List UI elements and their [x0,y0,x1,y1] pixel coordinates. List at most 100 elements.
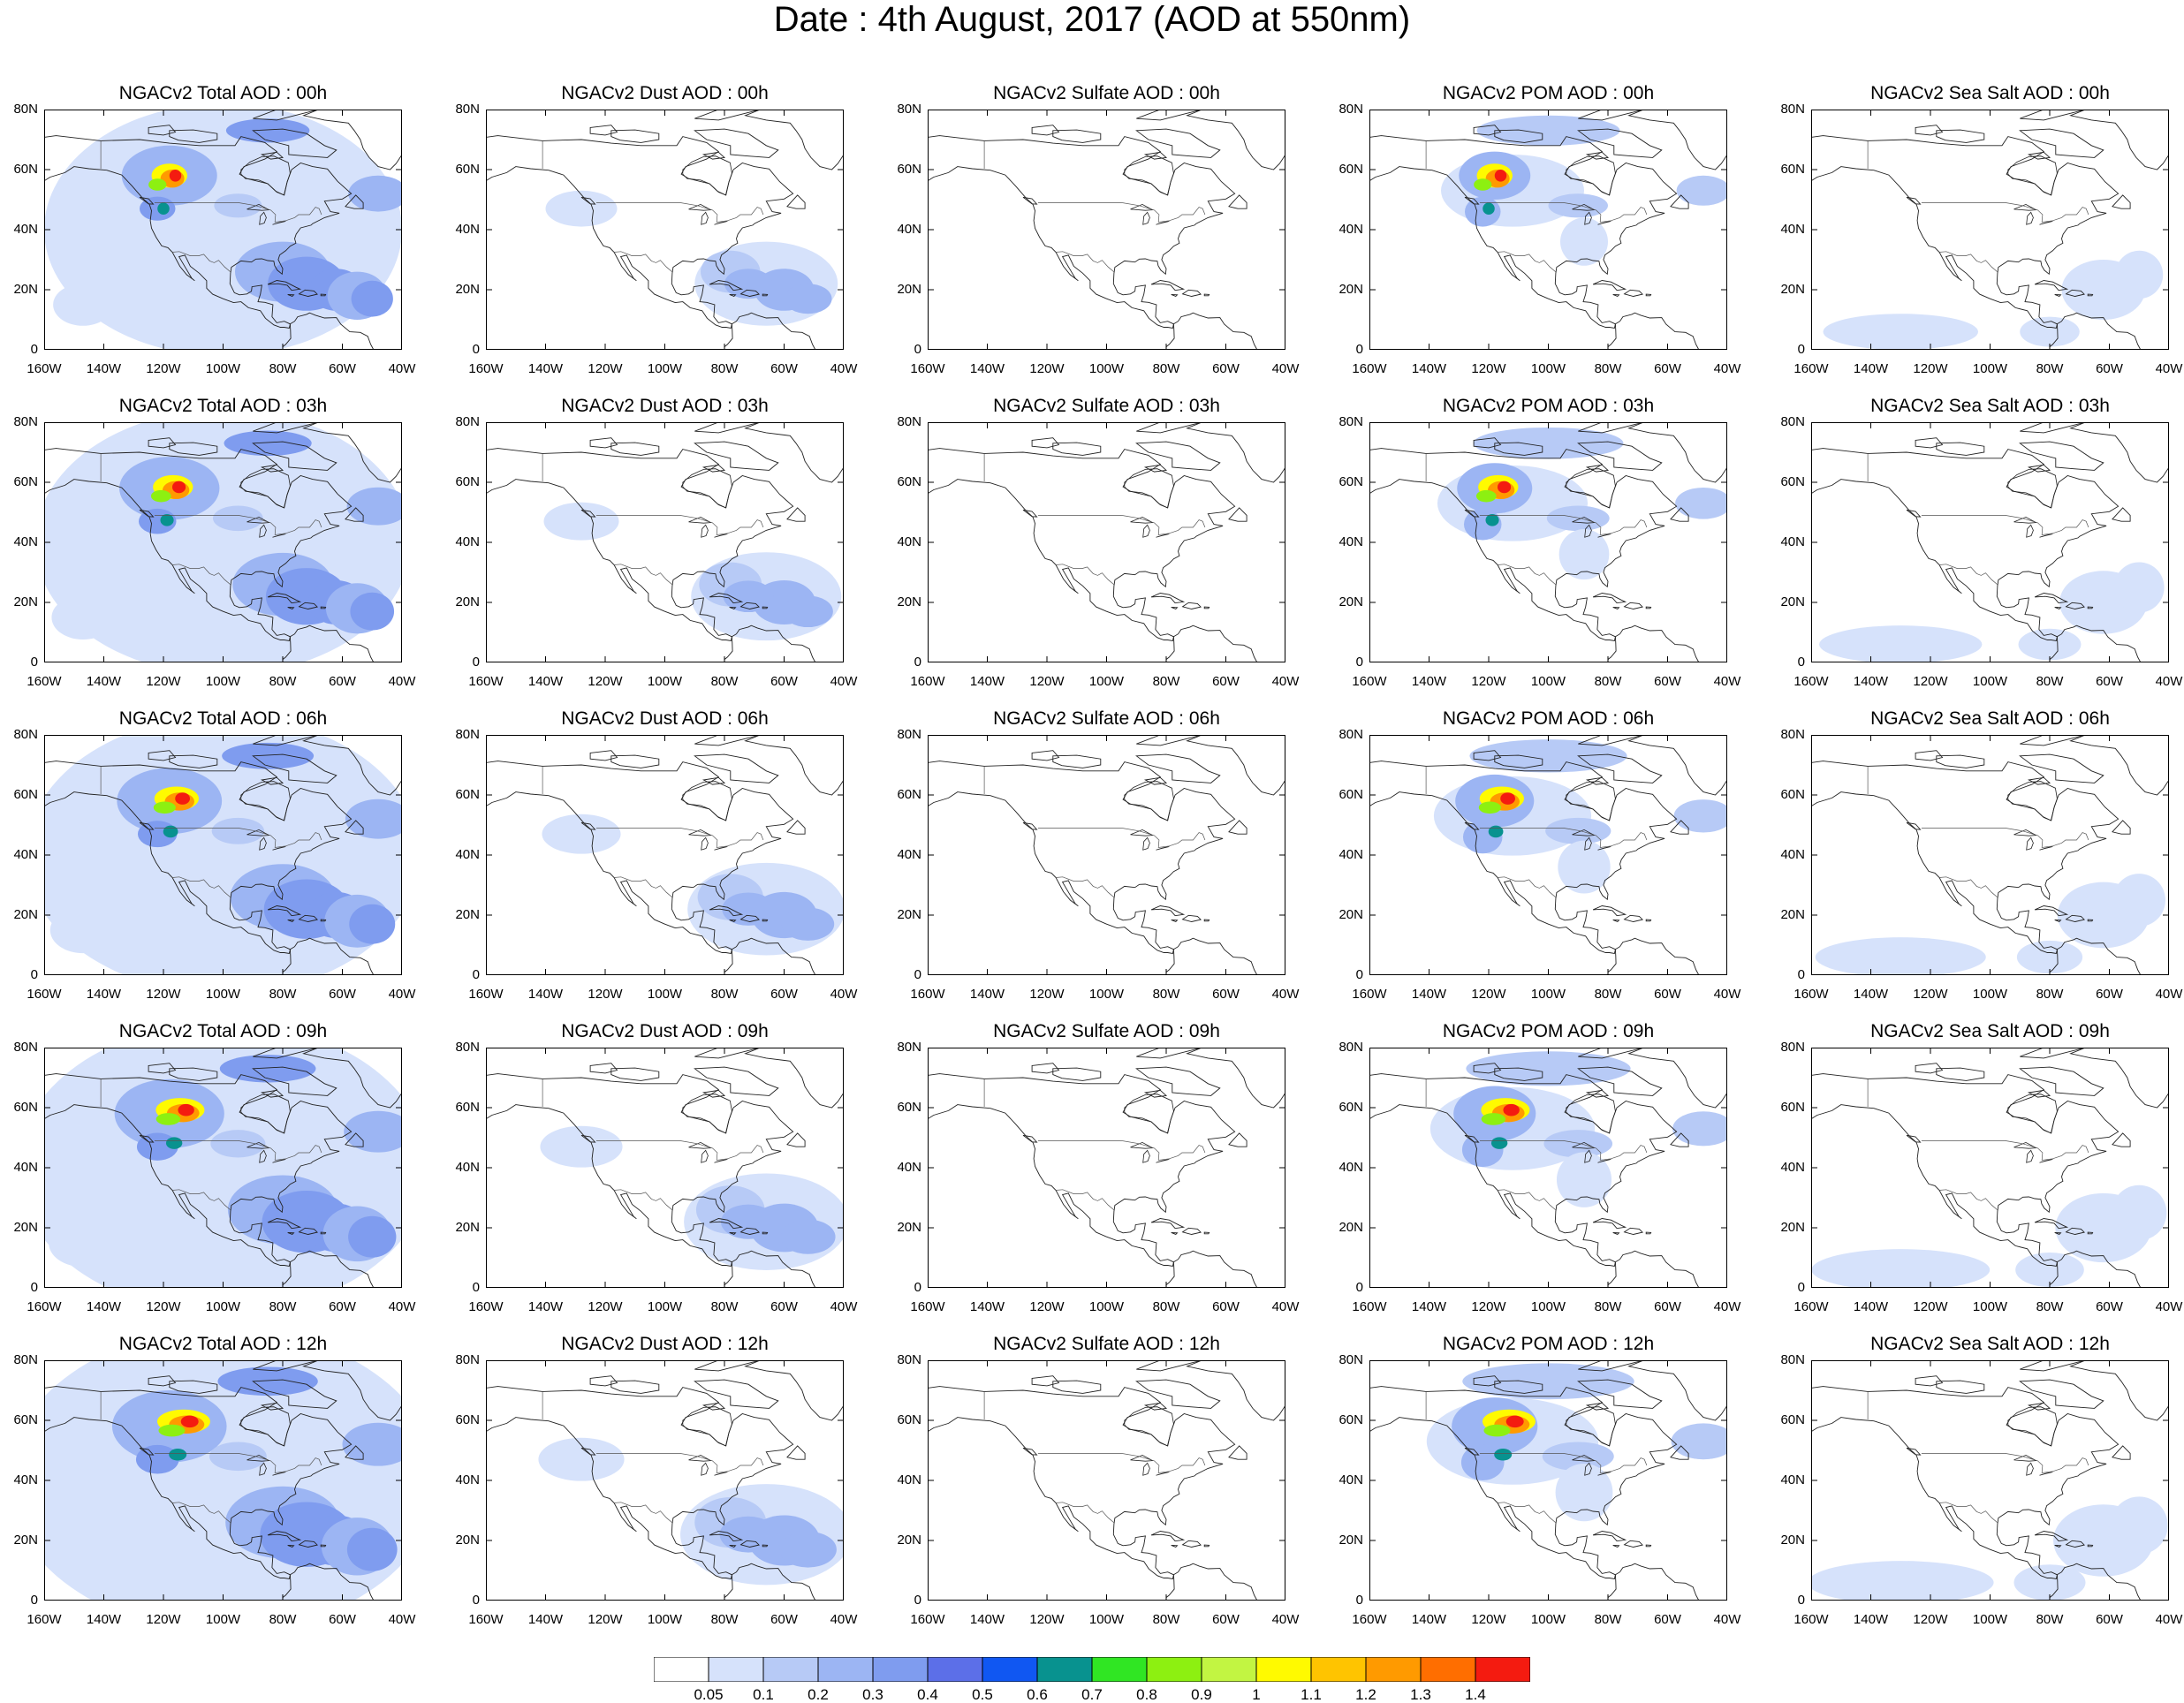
lat-tick-label: 20N [455,907,480,922]
aod-shading [2112,1185,2167,1241]
lat-tick-label: 40N [897,222,921,237]
aod-shading [1545,817,1611,844]
panel-title: NGACv2 Dust AOD : 12h [561,1334,769,1354]
coastline [701,524,709,538]
coastline [1494,754,1543,768]
lon-tick-label: 100W [205,1612,241,1627]
coastline [1607,1563,1701,1601]
aod-shading [348,175,402,212]
map-panel [486,735,844,975]
lat-tick-label: 0 [914,1593,921,1608]
smoke-plume [1478,801,1501,814]
coastline [2034,1531,2069,1542]
national-border [613,564,673,586]
map-panel [1369,1048,1727,1288]
map-panel [1369,735,1727,975]
coastline [1612,293,1620,298]
lon-tick-label: 120W [588,674,623,689]
lon-tick-label: 140W [1411,1612,1447,1627]
coastline [1670,194,1689,209]
national-border [1497,564,1557,586]
coastline [1584,836,1592,851]
coastline [345,194,364,209]
national-border [595,202,764,223]
lon-tick-label: 80W [2036,361,2064,376]
lon-tick-label: 40W [1713,987,1741,1002]
panel-title: NGACv2 POM AOD : 00h [1442,83,1655,103]
aod-shading [224,430,312,457]
coastline [1612,919,1620,923]
coastline [1936,129,1985,143]
coastline [1171,606,1179,610]
coastline [1597,1472,1611,1476]
lon-tick-label: 120W [588,361,623,376]
coastline [1136,735,1202,746]
coastline [1584,1149,1592,1163]
coastline [694,1379,779,1409]
lon-tick-label: 100W [1530,1299,1566,1314]
coastline [1130,516,1154,524]
colorbar-box [1036,1657,1093,1682]
lon-tick-label: 120W [1913,674,1948,689]
aod-shading [1819,625,1983,662]
coastline [1228,194,1247,209]
coastline [1566,781,1616,821]
map-panel [928,422,1285,662]
coastline [298,1227,318,1235]
coastline [1577,1066,1663,1096]
aod-shading [538,1437,625,1481]
aod-shading [720,1204,777,1239]
lon-tick-label: 40W [1713,1299,1741,1314]
coastline [1150,1218,1186,1230]
colorbar-box [1201,1657,1257,1682]
lat-tick-label: 0 [472,967,480,982]
lon-tick-label: 60W [329,361,356,376]
coastline [320,1544,327,1548]
lon-tick-label: 120W [1913,361,1948,376]
lat-tick-label: 60N [1780,1412,1805,1427]
lat-tick-label: 80N [897,1352,921,1367]
lon-tick-label: 40W [830,1299,858,1314]
coastline [694,441,779,471]
coastline [744,1360,844,1421]
coastline [2112,507,2131,522]
coastline [589,437,618,449]
lon-tick-label: 80W [269,674,297,689]
lat-tick-label: 60N [897,474,921,489]
aod-shading [2113,562,2165,613]
panel-title: NGACv2 Sulfate AOD : 06h [993,708,1220,729]
lon-tick-label: 140W [1853,1612,1889,1627]
coastline [1670,507,1689,522]
coastline [688,1454,712,1462]
coastline [2034,905,2069,917]
coastline [2112,1445,2131,1460]
panel-title: NGACv2 POM AOD : 03h [1442,396,1655,416]
coastline [1585,151,1610,160]
map-panel [928,735,1285,975]
lat-tick-label: 20N [1780,594,1805,609]
coastline [1645,606,1652,609]
lat-tick-label: 0 [1355,1593,1363,1608]
colorbar-label: 1 [1252,1686,1261,1703]
coastline [240,1406,291,1447]
lon-tick-label: 40W [2155,1299,2183,1314]
lon-tick-label: 140W [1411,361,1447,376]
coastline [2054,606,2062,610]
lon-tick-label: 100W [205,987,241,1002]
smoke-plume [148,178,167,191]
coastline [272,221,286,225]
smoke-plume [1474,178,1492,191]
national-border [1497,876,1557,898]
panel-title: NGACv2 Dust AOD : 06h [561,708,769,729]
panel-title: NGACv2 Dust AOD : 03h [561,396,769,416]
lat-tick-label: 80N [897,414,921,429]
coastline [928,761,1236,955]
coastline [1597,221,1611,225]
coastline [1124,1094,1174,1134]
coastline [610,1380,660,1394]
coastline [1136,110,1202,121]
coastline [298,914,318,922]
lon-tick-label: 40W [1271,1299,1300,1314]
lat-tick-label: 0 [1355,655,1363,670]
colorbar-box [817,1657,874,1682]
